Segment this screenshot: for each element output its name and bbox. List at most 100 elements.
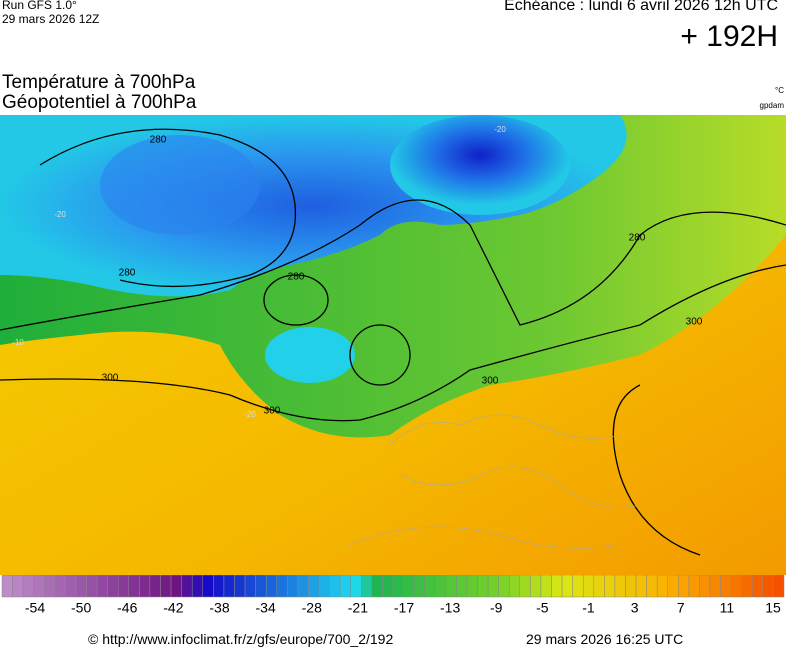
colorbar-label: -42 <box>163 600 183 616</box>
colorbar-label: -28 <box>302 600 322 616</box>
colorbar-label: -50 <box>71 600 91 616</box>
colorbar-swatch <box>530 575 542 598</box>
colorbar-swatch <box>287 575 299 598</box>
colorbar-swatch <box>646 575 658 598</box>
colorbar-label: -21 <box>348 600 368 616</box>
coastlines <box>349 414 641 549</box>
echeance: Echéance : lundi 6 avril 2026 12h UTC <box>504 0 778 14</box>
colorbar: -54 -50 -46 -42 -38 -34 -28 -21 -17 -13 -9 -5 -1 3 7 11… <box>1 575 785 616</box>
cold-core <box>390 115 570 215</box>
colorbar-swatch <box>350 575 362 598</box>
colorbar-swatch <box>213 575 225 598</box>
colorbar-swatch <box>329 575 341 598</box>
colorbar-swatch <box>117 575 130 598</box>
colorbar-swatch <box>339 575 351 598</box>
colorbar-swatch <box>244 575 256 598</box>
contour-label: -20 <box>494 125 506 134</box>
colorbar-swatch <box>44 575 56 598</box>
timestamp: 29 mars 2026 16:25 UTC <box>526 631 684 647</box>
colorbar-swatch <box>625 575 637 598</box>
colorbar-swatch <box>413 575 425 598</box>
colorbar-swatch <box>22 575 34 598</box>
colorbar-swatch <box>614 575 626 598</box>
contours <box>0 128 786 556</box>
colorbar-label: 15 <box>765 600 781 616</box>
colorbar-swatch <box>572 575 584 598</box>
contour-label: 280 <box>629 233 646 244</box>
colorbar-swatch <box>139 575 151 598</box>
colorbar-swatch <box>181 575 193 598</box>
contour-label: 300 <box>264 406 281 417</box>
unit-geopotential: gpdam <box>759 101 784 110</box>
colorbar-swatch <box>276 575 288 598</box>
colorbar-label: -46 <box>117 600 137 616</box>
colorbar-swatch <box>170 575 182 598</box>
colorbar-label: -34 <box>256 600 276 616</box>
colorbar-swatch <box>466 575 478 598</box>
colorbar-label: -9 <box>490 600 503 616</box>
contour-label: 300 <box>686 317 703 328</box>
colorbar-swatch <box>382 575 394 598</box>
colorbar-swatch <box>635 575 647 598</box>
colorbar-swatch <box>551 575 563 598</box>
colorbar-swatch <box>435 575 447 598</box>
colorbar-swatch <box>540 575 552 598</box>
source-url: © http://www.infoclimat.fr/z/gfs/europe/… <box>88 631 394 647</box>
colorbar-swatch <box>519 575 531 598</box>
colorbar-swatch <box>54 575 66 598</box>
contour-label: -20 <box>244 410 256 419</box>
colorbar-swatch <box>561 575 573 598</box>
contour-label: -20 <box>54 210 66 219</box>
contour-label: 280 <box>150 135 167 146</box>
colorbar-swatch <box>508 575 521 598</box>
cold-pocket <box>265 327 355 383</box>
colorbar-swatch <box>730 575 742 598</box>
colorbar-swatch <box>656 575 669 598</box>
colorbar-swatch <box>86 575 98 598</box>
colorbar-swatch <box>107 575 119 598</box>
title-temperature: Température à 700hPa <box>2 72 196 93</box>
colorbar-swatch <box>361 575 373 598</box>
run: Run GFS 1.0° <box>2 0 77 12</box>
colorbar-swatch <box>265 575 278 598</box>
colorbar-swatch <box>709 575 721 598</box>
colorbar-swatch <box>12 575 24 598</box>
colorbar-swatch <box>223 575 235 598</box>
colorbar-swatch <box>33 575 45 598</box>
unit-temperature: °C <box>775 86 784 95</box>
contour-label: -10 <box>12 338 24 347</box>
colorbar-swatch <box>297 575 309 598</box>
colorbar-swatch <box>65 575 77 598</box>
colorbar-swatch <box>392 575 404 598</box>
colorbar-swatch <box>234 575 246 598</box>
colorbar-swatch <box>773 575 785 598</box>
colorbar-swatch <box>593 575 605 598</box>
colorbar-swatch <box>96 575 108 598</box>
colorbar-swatch <box>699 575 711 598</box>
contour-label: 280 <box>119 268 136 279</box>
colorbar-label: 7 <box>677 600 685 616</box>
colorbar-swatch <box>128 575 140 598</box>
colorbar-swatch <box>75 575 87 598</box>
colorbar-swatch <box>149 575 161 598</box>
colorbar-label: -17 <box>394 600 414 616</box>
colorbar-label: -1 <box>582 600 595 616</box>
colorbar-swatch <box>678 575 690 598</box>
colorbar-swatch <box>477 575 489 598</box>
colorbar-swatch <box>202 575 214 598</box>
colorbar-swatch <box>688 575 700 598</box>
contour-label: 300 <box>102 373 119 384</box>
colorbar-swatch <box>308 575 320 598</box>
map: 280 280 280 280 300 300 300 300 -20 -20 -20 -10 <box>0 115 786 575</box>
colorbar-label: -54 <box>25 600 45 616</box>
colorbar-swatch <box>424 575 436 598</box>
colorbar-swatch <box>318 575 330 598</box>
contour-label: 300 <box>482 376 499 387</box>
colorbar-label: -38 <box>209 600 229 616</box>
colorbar-swatch <box>160 575 172 598</box>
colorbar-swatch <box>445 575 457 598</box>
title-geopotential: Géopotentiel à 700hPa <box>2 92 197 113</box>
colorbar-swatch <box>741 575 753 598</box>
colorbar-swatch <box>255 575 267 598</box>
